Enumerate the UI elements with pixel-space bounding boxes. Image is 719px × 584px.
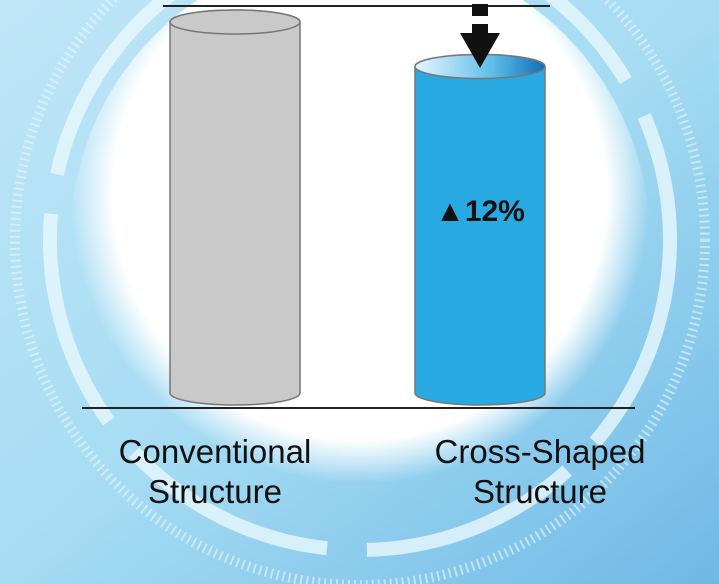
- cylinder-top: [169, 9, 301, 35]
- x-tick-label: Cross-Shaped Structure: [434, 433, 646, 510]
- arrow-head: [460, 33, 500, 68]
- ring: [43, 0, 677, 557]
- ring-ticks: [10, 0, 710, 584]
- x-tick-label: Conventional Structure: [118, 433, 312, 510]
- cylinder: [169, 9, 301, 406]
- cylinder: [414, 53, 546, 406]
- annotation: ▲12%: [435, 195, 525, 228]
